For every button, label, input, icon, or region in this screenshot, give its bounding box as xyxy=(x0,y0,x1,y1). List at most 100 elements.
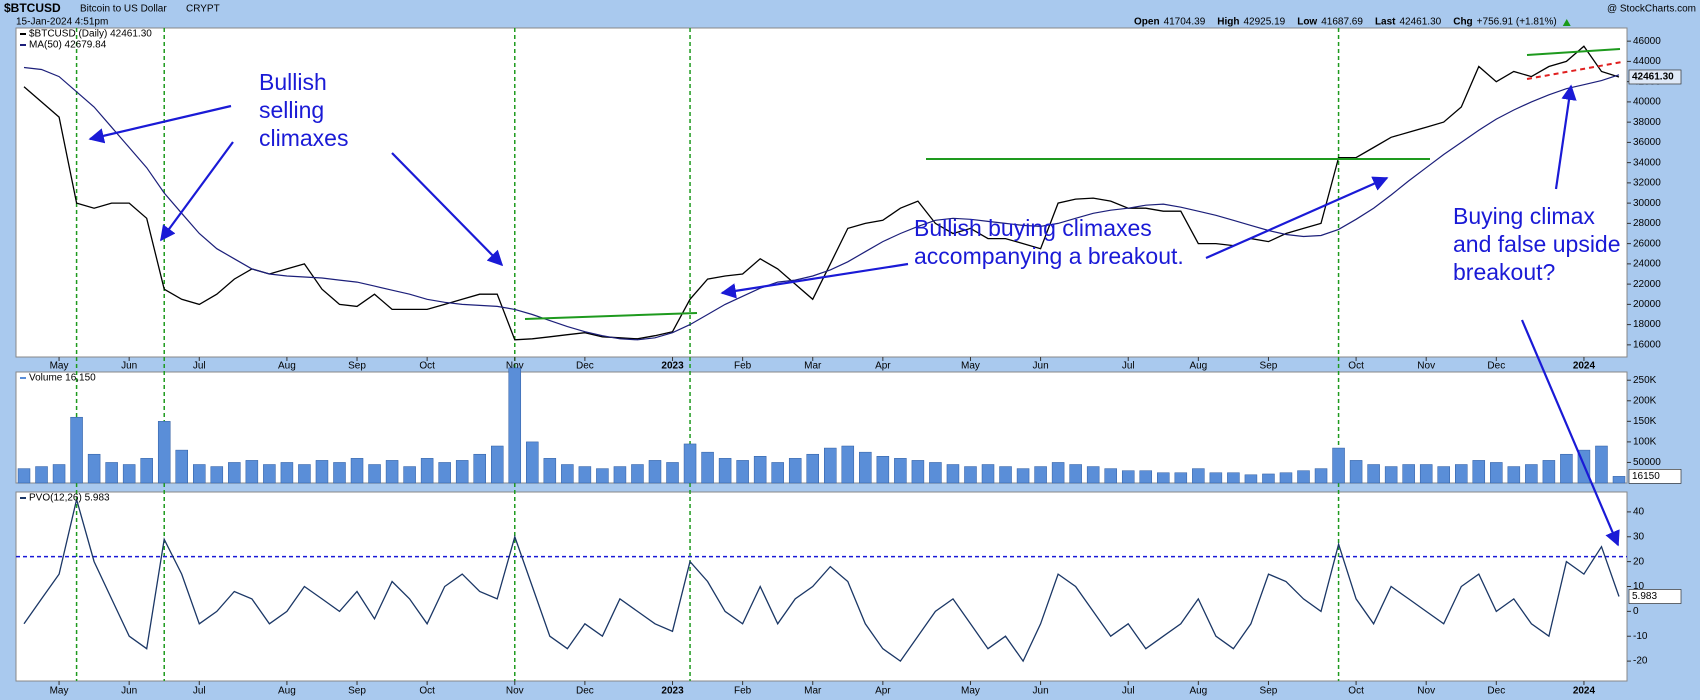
volume-bar xyxy=(736,460,749,484)
x-tick-label: Sep xyxy=(348,686,366,697)
volume-bar xyxy=(1595,445,1608,484)
annotation: Bullish xyxy=(259,69,327,95)
y-tick-label: 16000 xyxy=(1633,339,1661,350)
x-tick-label: Nov xyxy=(1417,686,1435,697)
volume-bar xyxy=(368,464,381,484)
volume-bar xyxy=(1332,447,1345,484)
volume-bar xyxy=(894,458,907,484)
y-tick-label: 20000 xyxy=(1633,299,1661,310)
volume-bar xyxy=(1069,464,1082,484)
volume-bar xyxy=(473,453,486,484)
quote-label: Low xyxy=(1297,17,1317,28)
volume-bar xyxy=(701,451,714,484)
quote-value: 42461.30 xyxy=(1400,17,1442,28)
volume-bar xyxy=(1402,464,1415,484)
volume-bar xyxy=(193,464,206,484)
volume-bar xyxy=(490,445,504,484)
volume-bar xyxy=(175,449,188,484)
annotation: and false upside xyxy=(1453,231,1621,257)
quote-value: 42925.19 xyxy=(1244,17,1286,28)
x-tick-label: Aug xyxy=(278,361,296,372)
y-tick-label: 36000 xyxy=(1633,137,1661,148)
arrow xyxy=(88,104,232,144)
volume-bar xyxy=(578,466,592,484)
volume-bar xyxy=(771,462,784,484)
y-tick-label: 24000 xyxy=(1633,259,1661,270)
legend-label: $BTCUSD (Daily) 42461.30 xyxy=(29,29,152,40)
arrow xyxy=(720,262,909,299)
legend-label: MA(50) 42679.84 xyxy=(29,40,107,51)
x-tick-label: Jul xyxy=(193,686,206,697)
annotations: Bullish selling climaxes Bullish buying … xyxy=(259,69,1621,285)
x-tick-label: Sep xyxy=(1260,686,1278,697)
quote-label: Chg xyxy=(1453,17,1472,28)
y-tick-label: 30000 xyxy=(1633,198,1661,209)
volume-bar xyxy=(1104,468,1117,484)
volume-bar xyxy=(1612,476,1626,484)
quote-value: +756.91 (+1.81%) xyxy=(1477,17,1557,28)
volume-bar xyxy=(1016,468,1030,484)
annotation: Bullish buying climaxes xyxy=(914,215,1152,241)
x-tick-label: Nov xyxy=(1417,361,1435,372)
y-tick-label: -20 xyxy=(1633,656,1648,667)
volume-bar xyxy=(1262,473,1275,484)
x-tick-label: Jun xyxy=(1033,686,1049,697)
volume-bar xyxy=(350,458,364,484)
volume-bar xyxy=(561,464,574,484)
volume-bar xyxy=(718,458,732,484)
x-tick-label: Mar xyxy=(804,686,822,697)
volume-bar xyxy=(1455,464,1468,484)
volume-bar xyxy=(1490,462,1503,484)
x-tick-label: 2023 xyxy=(661,361,684,372)
volume-bar xyxy=(543,458,557,484)
volume-bar xyxy=(613,466,627,484)
trend-line xyxy=(524,312,698,320)
x-tick-label: Jun xyxy=(121,361,137,372)
volume-bar xyxy=(333,462,346,484)
volume-bar xyxy=(631,464,644,484)
annotation: Buying climax xyxy=(1453,203,1595,229)
volume-bar xyxy=(157,421,171,484)
y-tick-label: 200K xyxy=(1633,395,1657,406)
volume-bar xyxy=(70,416,83,484)
volume-bar xyxy=(1051,462,1065,484)
volume-bar xyxy=(1314,468,1328,484)
x-tick-label: Oct xyxy=(1348,686,1364,697)
x-tick-label: Oct xyxy=(419,686,435,697)
volume-bar xyxy=(315,460,329,484)
legend-label: Volume 16,150 xyxy=(29,373,96,384)
trend-line xyxy=(1526,61,1623,80)
volume-bar xyxy=(263,464,276,484)
volume-bar xyxy=(1437,466,1450,484)
legend-label: PVO(12,26) 5.983 xyxy=(29,493,110,504)
x-tick-label: Jul xyxy=(193,361,206,372)
volume-bar xyxy=(420,458,434,484)
arrow xyxy=(160,141,234,242)
volume-bar xyxy=(1472,460,1486,484)
volume-bar xyxy=(1507,466,1521,484)
x-tick-label: Oct xyxy=(1348,361,1364,372)
datetime: 15-Jan-2024 4:51pm xyxy=(16,17,108,28)
x-tick-label: May xyxy=(961,686,980,697)
y-tick-label: 10 xyxy=(1633,581,1645,592)
volume-bar xyxy=(753,456,767,484)
arrow xyxy=(1520,319,1620,547)
quote-label: High xyxy=(1217,17,1239,28)
quote-value: 41687.69 xyxy=(1321,17,1363,28)
panel xyxy=(15,27,1628,358)
volume-bar xyxy=(122,464,136,484)
volume-bar xyxy=(105,462,118,484)
volume-bar xyxy=(35,466,48,484)
value-tag xyxy=(1628,469,1682,484)
value-tag-label: 16150 xyxy=(1632,471,1660,482)
y-tick-label: 30 xyxy=(1633,531,1645,542)
volume-bar xyxy=(1139,470,1153,484)
x-tick-label: Dec xyxy=(1487,686,1505,697)
x-tick-label: Sep xyxy=(348,361,366,372)
y-tick-label: 28000 xyxy=(1633,218,1661,229)
y-tick-label: 50000 xyxy=(1633,457,1661,468)
volume-bar xyxy=(964,466,977,484)
volume-bar xyxy=(17,468,31,484)
